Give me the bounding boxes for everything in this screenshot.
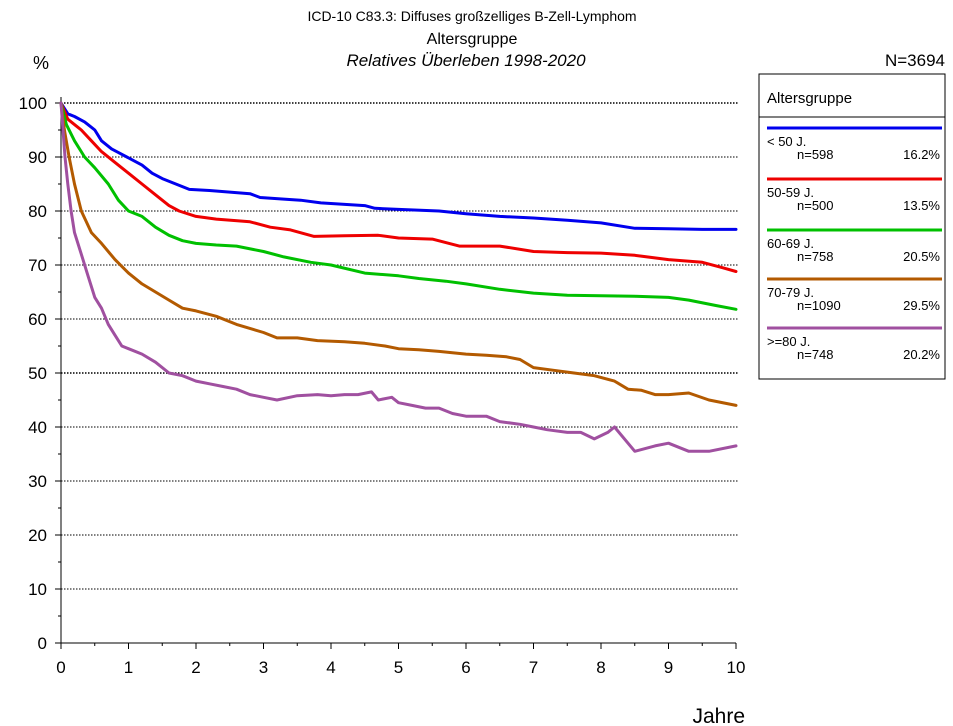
legend-item: 60-69 J.n=758 20.5%: [767, 228, 942, 264]
x-tick-label-6: 6: [461, 658, 470, 677]
y-tick-label-70: 70: [28, 256, 47, 275]
y-tick-label-40: 40: [28, 418, 47, 437]
legend-count: n=1090: [797, 298, 841, 313]
x-tick-label-3: 3: [259, 658, 268, 677]
legend-percent: 16.2%: [903, 147, 940, 162]
chart-subtitle-2: Relatives Überleben 1998-2020: [346, 51, 586, 70]
chart-title: ICD-10 C83.3: Diffuses großzelliges B-Ze…: [307, 8, 636, 24]
legend-percent: 13.5%: [903, 198, 940, 213]
series-line-1: [59, 101, 738, 231]
gridlines: [61, 102, 738, 590]
legend-label: 60-69 J.: [767, 236, 814, 251]
legend-percent: 20.5%: [903, 249, 940, 264]
x-tick-label-8: 8: [596, 658, 605, 677]
x-tick-label-2: 2: [191, 658, 200, 677]
legend-label: 50-59 J.: [767, 185, 814, 200]
x-tick-label-4: 4: [326, 658, 335, 677]
y-tick-label-50: 50: [28, 364, 47, 383]
legend-title: Altersgruppe: [767, 90, 852, 107]
y-ticks: 0 10 20 30 40 50 60 70 80 90 100: [19, 94, 61, 653]
x-tick-label-9: 9: [664, 658, 673, 677]
y-tick-label-90: 90: [28, 148, 47, 167]
legend-count: n=748: [797, 347, 834, 362]
series-line-2: [59, 101, 738, 273]
legend-label: 70-79 J.: [767, 285, 814, 300]
y-tick-label-20: 20: [28, 526, 47, 545]
y-tick-label-60: 60: [28, 310, 47, 329]
legend-item: 50-59 J.n=500 13.5%: [767, 177, 942, 213]
series-line-5: [59, 101, 738, 453]
series-line-4: [59, 101, 738, 407]
legend: Altersgruppe < 50 J.n=598 16.2%50-59 J.n=…: [758, 73, 946, 380]
legend-percent: 20.2%: [903, 347, 940, 362]
x-tick-label-5: 5: [394, 658, 403, 677]
y-tick-label-80: 80: [28, 202, 47, 221]
y-axis-label: %: [33, 53, 49, 73]
x-tick-label-0: 0: [56, 658, 65, 677]
legend-item: 70-79 J.n=1090 29.5%: [767, 277, 942, 313]
y-tick-label-30: 30: [28, 472, 47, 491]
axes: [55, 97, 736, 644]
y-tick-label-100: 100: [19, 94, 47, 113]
legend-label: < 50 J.: [767, 134, 806, 149]
legend-item: >=80 J.n=748 20.2%: [767, 326, 942, 362]
x-axis-label: Jahre: [692, 705, 745, 726]
x-tick-label-7: 7: [529, 658, 538, 677]
y-tick-label-0: 0: [38, 634, 47, 653]
legend-item: < 50 J.n=598 16.2%: [767, 126, 942, 162]
legend-percent: 29.5%: [903, 298, 940, 313]
legend-count: n=758: [797, 249, 834, 264]
chart-subtitle: Altersgruppe: [427, 31, 518, 48]
x-tick-label-10: 10: [727, 658, 746, 677]
series-line-3: [59, 101, 738, 311]
legend-count: n=598: [797, 147, 834, 162]
n-total: N=3694: [885, 51, 945, 70]
legend-items: < 50 J.n=598 16.2% 50-59 J.n=500 13.5% 60-69…: [767, 126, 942, 362]
x-tick-label-1: 1: [124, 658, 133, 677]
series-lines: [59, 101, 738, 453]
legend-count: n=500: [797, 198, 834, 213]
legend-label: >=80 J.: [767, 334, 810, 349]
y-tick-label-10: 10: [28, 580, 47, 599]
x-ticks: 0 1 2 3 4 5 6 7 8 9 10: [56, 643, 745, 677]
